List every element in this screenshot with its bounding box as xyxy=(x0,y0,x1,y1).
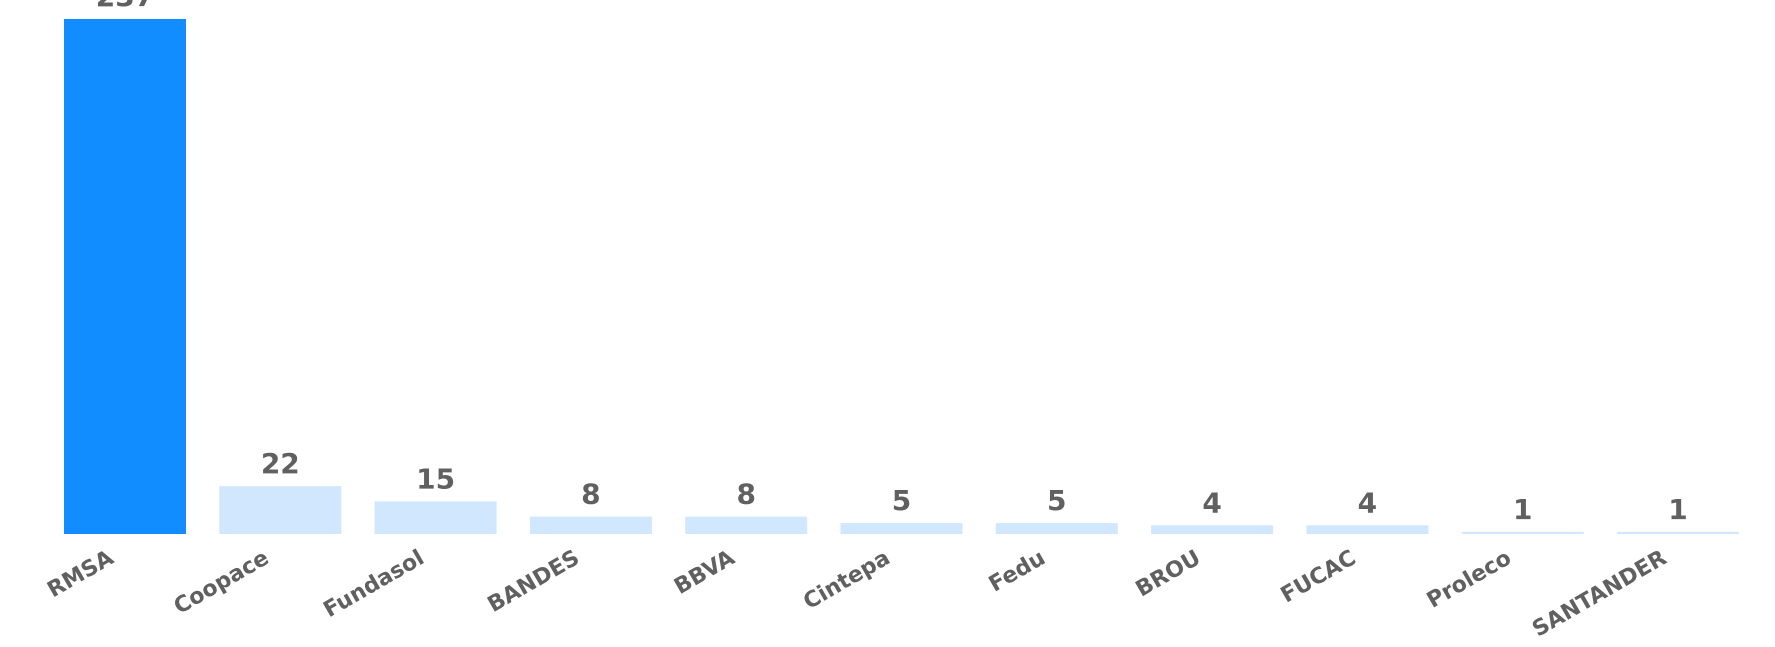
x-tick-label-brou: BROU xyxy=(1132,546,1205,603)
x-axis-tick-labels: RMSA Coopace Fundasol BANDES BBVA Cintepa Fedu… xyxy=(43,546,1671,643)
bar-coopace[interactable] xyxy=(219,486,342,534)
bar-fucac[interactable] xyxy=(1306,525,1429,534)
x-tick-label-fedu: Fedu xyxy=(985,546,1050,598)
bar-brou[interactable] xyxy=(1151,525,1274,534)
bar-proleco[interactable] xyxy=(1461,531,1584,534)
bar-bandes[interactable] xyxy=(529,516,652,534)
x-tick-label-bbva: BBVA xyxy=(670,546,739,600)
bar-rmsa[interactable] xyxy=(64,19,186,534)
x-tick-label-fundasol: Fundasol xyxy=(319,546,428,623)
bars-layer xyxy=(64,19,1739,534)
data-label-bandes: 8 xyxy=(581,478,600,511)
bar-bbva[interactable] xyxy=(685,516,808,534)
bar-santander[interactable] xyxy=(1617,531,1739,534)
data-label-santander: 1 xyxy=(1668,493,1687,526)
x-tick-label-coopace: Coopace xyxy=(170,546,273,620)
x-tick-label-bandes: BANDES xyxy=(484,546,584,618)
x-tick-label-cintepa: Cintepa xyxy=(799,546,894,615)
bar-fedu[interactable] xyxy=(995,523,1118,534)
bar-fundasol[interactable] xyxy=(374,501,497,534)
data-label-fundasol: 15 xyxy=(416,462,455,495)
bar-cintepa[interactable] xyxy=(840,523,963,534)
data-label-bbva: 8 xyxy=(736,478,755,511)
x-tick-label-proleco: Proleco xyxy=(1423,546,1516,614)
x-tick-label-rmsa: RMSA xyxy=(43,546,118,604)
data-label-coopace: 22 xyxy=(261,447,300,480)
data-label-fucac: 4 xyxy=(1358,486,1377,519)
data-labels-layer: 237 22 15 8 8 5 5 4 4 1 1 xyxy=(96,0,1688,526)
x-tick-label-fucac: FUCAC xyxy=(1277,546,1361,609)
data-label-cintepa: 5 xyxy=(892,484,911,517)
data-label-fedu: 5 xyxy=(1047,484,1066,517)
data-label-brou: 4 xyxy=(1202,486,1221,519)
data-label-proleco: 1 xyxy=(1513,493,1532,526)
data-label-rmsa: 237 xyxy=(96,0,154,13)
x-tick-label-santander: SANTANDER xyxy=(1528,546,1671,643)
